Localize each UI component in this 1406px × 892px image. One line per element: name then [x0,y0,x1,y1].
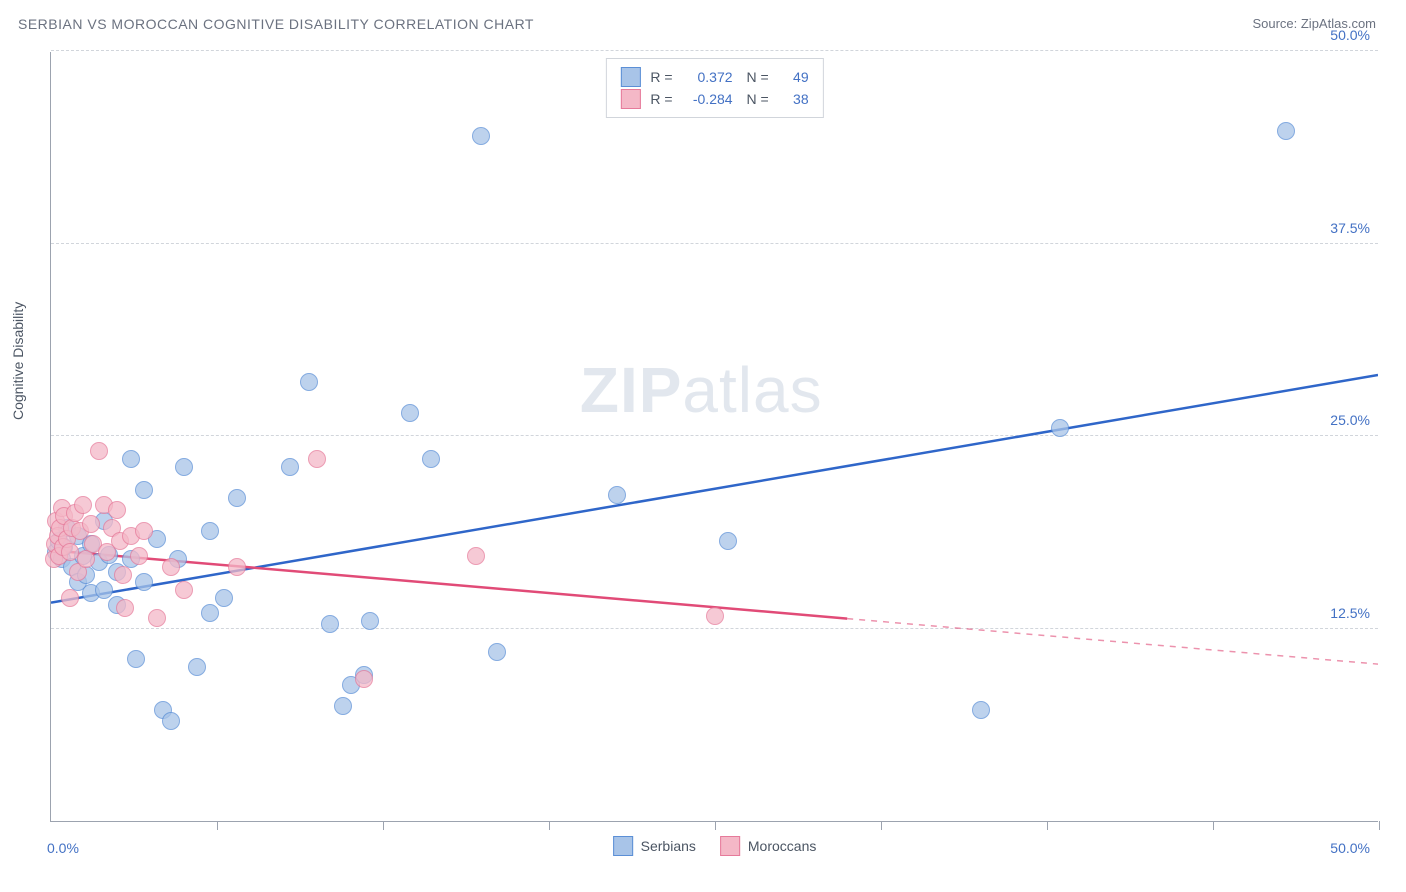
x-tick [383,821,384,830]
scatter-point [74,496,92,514]
scatter-point [308,450,326,468]
x-tick [881,821,882,830]
scatter-point [706,607,724,625]
grid-line [51,435,1378,436]
stat-r-value: 0.372 [683,69,733,85]
scatter-point [422,450,440,468]
x-tick [217,821,218,830]
scatter-point [228,558,246,576]
scatter-point [175,458,193,476]
scatter-point [488,643,506,661]
scatter-point [972,701,990,719]
scatter-point [201,522,219,540]
legend-series-item: Moroccans [720,836,816,856]
legend-series-label: Serbians [641,838,696,854]
scatter-point [719,532,737,550]
legend-swatch [613,836,633,856]
legend-swatch [720,836,740,856]
watermark-bold: ZIP [580,354,683,426]
watermark-light: atlas [682,354,822,426]
scatter-point [90,442,108,460]
watermark: ZIPatlas [580,353,823,427]
x-axis-label-max: 50.0% [1330,840,1370,856]
chart-title: SERBIAN VS MOROCCAN COGNITIVE DISABILITY… [18,16,534,32]
legend-stat-row: R = -0.284 N = 38 [620,89,808,109]
scatter-point [95,581,113,599]
scatter-point [281,458,299,476]
legend-series-label: Moroccans [748,838,816,854]
scatter-point [300,373,318,391]
scatter-point [114,566,132,584]
scatter-point [321,615,339,633]
y-tick-label: 37.5% [1330,220,1370,236]
scatter-point [188,658,206,676]
legend-series: Serbians Moroccans [613,836,817,856]
scatter-point [608,486,626,504]
scatter-point [228,489,246,507]
scatter-point [61,589,79,607]
x-tick [1213,821,1214,830]
y-axis-label: Cognitive Disability [10,302,26,420]
scatter-point [77,550,95,568]
stat-n-label: N = [743,69,769,85]
scatter-point [127,650,145,668]
stat-n-value: 49 [779,69,809,85]
grid-line [51,628,1378,629]
scatter-point [401,404,419,422]
scatter-point [361,612,379,630]
y-tick-label: 12.5% [1330,605,1370,621]
scatter-point [135,481,153,499]
legend-series-item: Serbians [613,836,696,856]
x-tick [1379,821,1380,830]
scatter-point [1277,122,1295,140]
scatter-point [130,547,148,565]
scatter-point [334,697,352,715]
trendlines [51,52,1378,821]
plot-area: ZIPatlas 12.5%25.0%37.5%50.0% R = 0.372 … [50,52,1378,822]
scatter-point [108,501,126,519]
trend-line-dashed [847,619,1378,665]
scatter-point [135,522,153,540]
scatter-point [116,599,134,617]
scatter-point [82,515,100,533]
stat-n-value: 38 [779,91,809,107]
scatter-point [135,573,153,591]
stat-r-label: R = [650,69,672,85]
scatter-point [148,609,166,627]
x-tick [715,821,716,830]
legend-stat-row: R = 0.372 N = 49 [620,67,808,87]
scatter-point [467,547,485,565]
trend-line-solid [51,375,1378,603]
scatter-point [162,558,180,576]
grid-line [51,50,1378,51]
x-tick [549,821,550,830]
y-tick-label: 25.0% [1330,412,1370,428]
x-axis-label-min: 0.0% [47,840,79,856]
legend-swatch [620,67,640,87]
scatter-point [122,450,140,468]
stat-r-value: -0.284 [683,91,733,107]
scatter-point [201,604,219,622]
y-tick-label: 50.0% [1330,27,1370,43]
scatter-point [162,712,180,730]
grid-line [51,243,1378,244]
scatter-point [1051,419,1069,437]
legend-stats: R = 0.372 N = 49 R = -0.284 N = 38 [605,58,823,118]
stat-r-label: R = [650,91,672,107]
x-tick [1047,821,1048,830]
scatter-point [472,127,490,145]
scatter-point [215,589,233,607]
scatter-point [355,670,373,688]
scatter-point [175,581,193,599]
stat-n-label: N = [743,91,769,107]
legend-swatch [620,89,640,109]
